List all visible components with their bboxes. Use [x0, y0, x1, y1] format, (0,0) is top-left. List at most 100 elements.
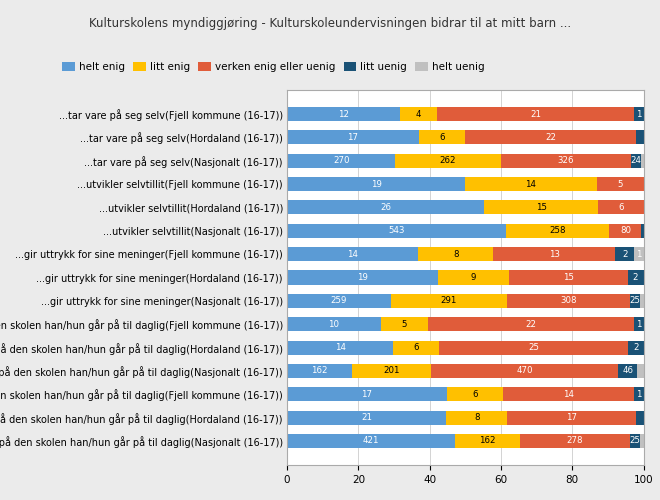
Text: 17: 17 [361, 390, 372, 398]
Bar [634, 317, 644, 331]
Bar [634, 387, 644, 402]
Text: 259: 259 [331, 296, 347, 306]
Bar [287, 200, 484, 214]
Text: Kulturskolens myndiggjøring - Kulturskoleundervisningen bidrar til at mitt barn : Kulturskolens myndiggjøring - Kulturskol… [89, 18, 571, 30]
Text: 1: 1 [636, 320, 642, 328]
Bar [636, 410, 644, 424]
Text: 5: 5 [617, 180, 623, 188]
Text: 46: 46 [622, 366, 633, 376]
Bar [634, 247, 644, 261]
Bar [519, 434, 630, 448]
Text: 1: 1 [636, 110, 642, 118]
Text: 6: 6 [618, 203, 624, 212]
Text: 162: 162 [479, 436, 496, 446]
Text: 8: 8 [453, 250, 459, 258]
Bar [287, 247, 418, 261]
Bar [506, 224, 609, 238]
Bar [439, 340, 628, 354]
Bar [494, 247, 615, 261]
Bar [636, 130, 643, 144]
Bar [393, 340, 439, 354]
Bar [428, 317, 634, 331]
Bar [642, 224, 644, 238]
Bar [609, 224, 642, 238]
Bar [509, 270, 628, 284]
Text: 19: 19 [371, 180, 381, 188]
Bar [395, 154, 501, 168]
Bar [634, 107, 644, 121]
Text: 470: 470 [517, 366, 533, 376]
Text: 17: 17 [347, 133, 358, 142]
Bar [437, 107, 634, 121]
Text: 9: 9 [471, 273, 476, 282]
Bar [400, 107, 437, 121]
Text: 21: 21 [361, 413, 372, 422]
Bar [597, 177, 644, 191]
Text: 15: 15 [563, 273, 574, 282]
Bar [507, 410, 636, 424]
Text: 25: 25 [528, 343, 539, 352]
Text: 26: 26 [380, 203, 391, 212]
Bar [287, 130, 419, 144]
Bar [438, 270, 509, 284]
Bar [287, 434, 455, 448]
Bar [391, 294, 507, 308]
Bar [287, 364, 352, 378]
Text: 15: 15 [536, 203, 546, 212]
Text: 270: 270 [333, 156, 350, 166]
Text: 421: 421 [363, 436, 380, 446]
Bar [432, 364, 618, 378]
Legend: helt enig, litt enig, verken enig eller uenig, litt uenig, helt uenig: helt enig, litt enig, verken enig eller … [58, 58, 489, 76]
Text: 6: 6 [413, 343, 418, 352]
Bar [455, 434, 519, 448]
Text: 13: 13 [549, 250, 560, 258]
Text: 25: 25 [630, 436, 641, 446]
Bar [446, 410, 507, 424]
Text: 21: 21 [530, 110, 541, 118]
Bar [598, 200, 644, 214]
Bar [640, 294, 643, 308]
Bar [419, 130, 465, 144]
Text: 326: 326 [558, 156, 574, 166]
Bar [501, 154, 632, 168]
Text: 1: 1 [636, 390, 642, 398]
Bar [465, 177, 597, 191]
Text: 6: 6 [440, 133, 445, 142]
Text: 14: 14 [335, 343, 346, 352]
Text: 1: 1 [636, 250, 642, 258]
Text: 80: 80 [620, 226, 631, 235]
Text: 5: 5 [401, 320, 407, 328]
Bar [287, 340, 393, 354]
Bar [615, 247, 634, 261]
Bar [381, 317, 428, 331]
Text: 543: 543 [388, 226, 405, 235]
Text: 262: 262 [440, 156, 456, 166]
Bar [287, 224, 506, 238]
Bar [287, 270, 438, 284]
Text: 308: 308 [560, 296, 577, 306]
Bar [287, 410, 446, 424]
Text: 22: 22 [545, 133, 556, 142]
Text: 8: 8 [474, 413, 479, 422]
Text: 14: 14 [563, 390, 574, 398]
Text: 22: 22 [525, 320, 537, 328]
Bar [628, 340, 644, 354]
Text: 201: 201 [383, 366, 400, 376]
Bar [287, 317, 381, 331]
Bar [641, 154, 644, 168]
Text: 2: 2 [633, 273, 638, 282]
Text: 162: 162 [311, 366, 327, 376]
Bar [287, 107, 400, 121]
Text: 14: 14 [347, 250, 358, 258]
Bar [630, 294, 640, 308]
Bar [447, 387, 503, 402]
Text: 2: 2 [633, 343, 639, 352]
Bar [503, 387, 634, 402]
Text: 278: 278 [567, 436, 583, 446]
Text: 10: 10 [329, 320, 339, 328]
Text: 24: 24 [631, 156, 642, 166]
Text: 19: 19 [357, 273, 368, 282]
Bar [287, 154, 395, 168]
Bar [287, 294, 391, 308]
Bar [637, 364, 644, 378]
